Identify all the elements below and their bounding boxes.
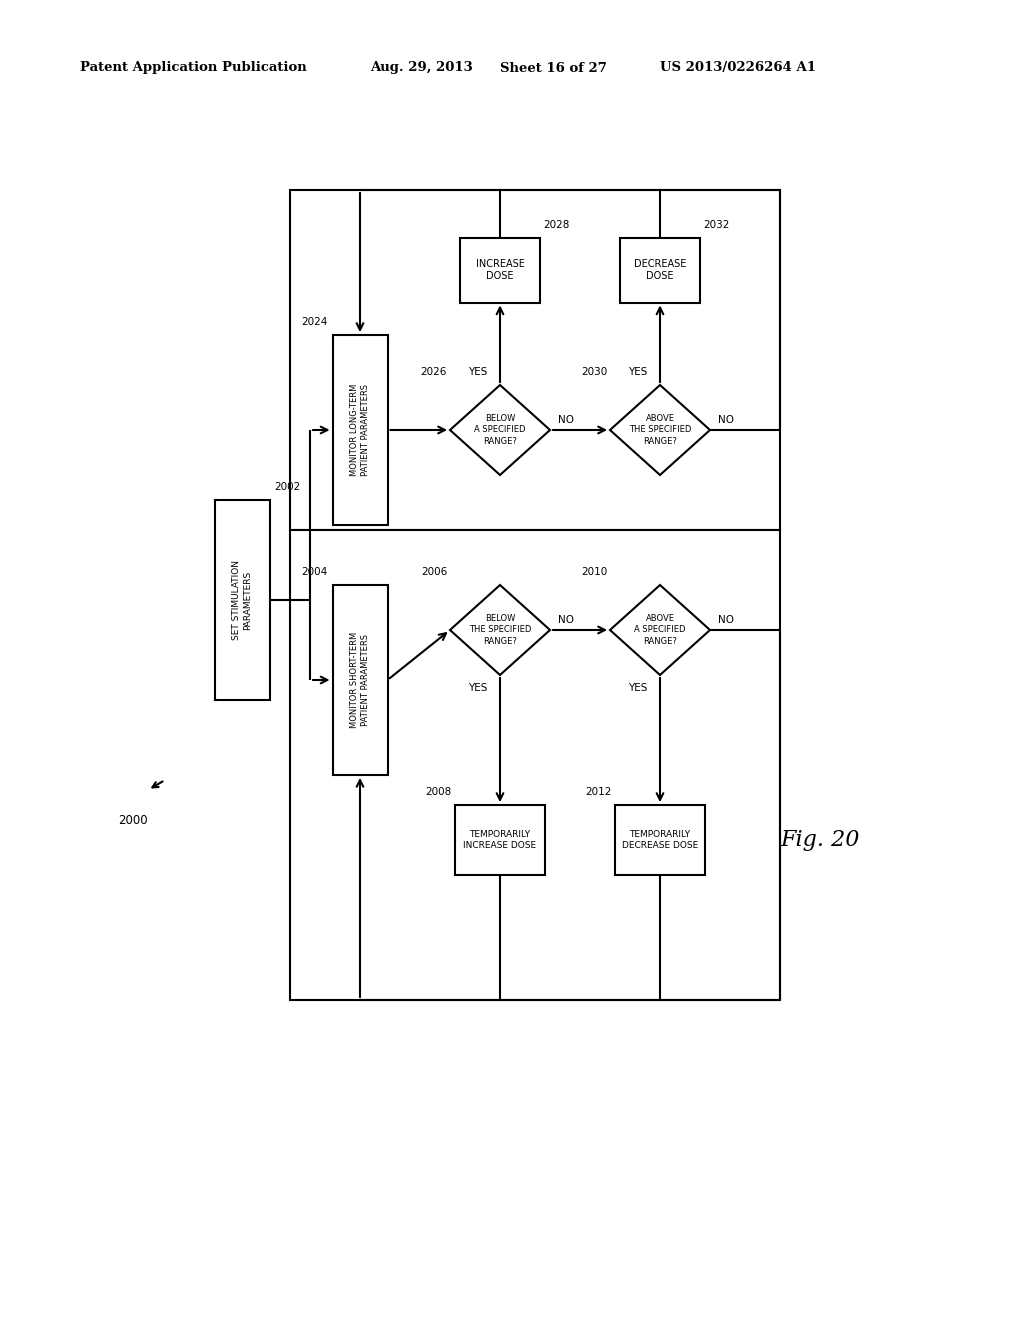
Text: 2028: 2028 [543, 219, 569, 230]
Text: TEMPORARILY
DECREASE DOSE: TEMPORARILY DECREASE DOSE [622, 830, 698, 850]
Text: 2032: 2032 [703, 219, 729, 230]
Text: BELOW
A SPECIFIED
RANGE?: BELOW A SPECIFIED RANGE? [474, 414, 525, 446]
Bar [620, 238, 700, 302]
Polygon shape [450, 385, 550, 475]
Text: MONITOR LONG-TERM
PATIENT PARAMETERS: MONITOR LONG-TERM PATIENT PARAMETERS [350, 384, 370, 477]
Text: BELOW
THE SPECIFIED
RANGE?: BELOW THE SPECIFIED RANGE? [469, 614, 531, 645]
Bar [333, 335, 387, 525]
Text: 2006: 2006 [421, 568, 447, 577]
Text: NO: NO [558, 414, 574, 425]
Text: ABOVE
A SPECIFIED
RANGE?: ABOVE A SPECIFIED RANGE? [634, 614, 686, 645]
Text: NO: NO [718, 615, 734, 624]
Text: NO: NO [718, 414, 734, 425]
Text: NO: NO [558, 615, 574, 624]
Text: Patent Application Publication: Patent Application Publication [80, 62, 307, 74]
Text: INCREASE
DOSE: INCREASE DOSE [475, 259, 524, 281]
Text: YES: YES [468, 682, 487, 693]
Polygon shape [450, 585, 550, 675]
Text: DECREASE
DOSE: DECREASE DOSE [634, 259, 686, 281]
Text: Fig. 20: Fig. 20 [780, 829, 860, 851]
Text: Aug. 29, 2013: Aug. 29, 2013 [370, 62, 473, 74]
Text: Sheet 16 of 27: Sheet 16 of 27 [500, 62, 607, 74]
Text: 2004: 2004 [301, 568, 328, 577]
Polygon shape [610, 585, 710, 675]
Text: 2012: 2012 [586, 787, 612, 797]
Text: 2026: 2026 [421, 367, 447, 378]
Text: 2024: 2024 [301, 317, 328, 327]
Text: YES: YES [629, 367, 648, 378]
Bar [290, 190, 780, 531]
Bar [455, 805, 545, 875]
Text: TEMPORARILY
INCREASE DOSE: TEMPORARILY INCREASE DOSE [464, 830, 537, 850]
Bar [615, 805, 705, 875]
Bar [290, 531, 780, 1001]
Text: 2010: 2010 [581, 568, 607, 577]
Bar [333, 585, 387, 775]
Polygon shape [610, 385, 710, 475]
Text: 2008: 2008 [426, 787, 452, 797]
Text: YES: YES [629, 682, 648, 693]
Bar [214, 500, 269, 700]
Text: 2002: 2002 [274, 482, 301, 492]
Text: SET STIMULATION
PARAMETERS: SET STIMULATION PARAMETERS [232, 560, 252, 640]
Text: 2000: 2000 [118, 813, 147, 826]
Text: ABOVE
THE SPECIFIED
RANGE?: ABOVE THE SPECIFIED RANGE? [629, 414, 691, 446]
Text: YES: YES [468, 367, 487, 378]
Text: US 2013/0226264 A1: US 2013/0226264 A1 [660, 62, 816, 74]
Bar [460, 238, 540, 302]
Text: MONITOR SHORT-TERM
PATIENT PARAMETERS: MONITOR SHORT-TERM PATIENT PARAMETERS [350, 632, 370, 729]
Text: 2030: 2030 [581, 367, 607, 378]
